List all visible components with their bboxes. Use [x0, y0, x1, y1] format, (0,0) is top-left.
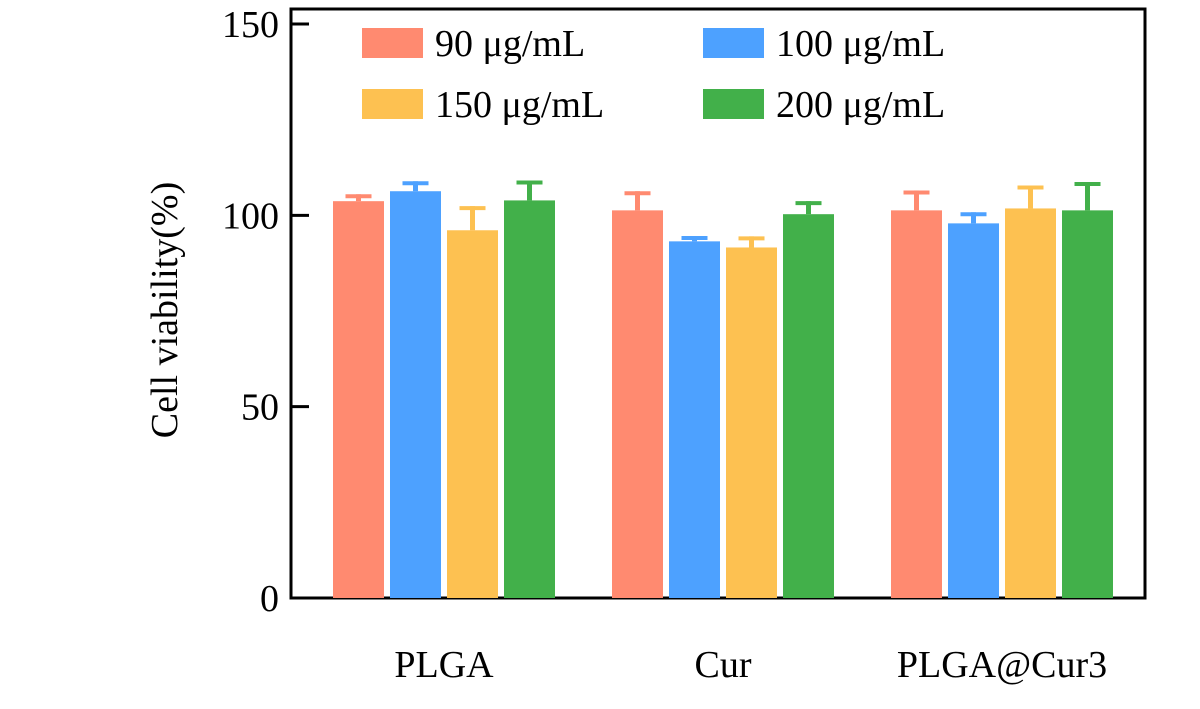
y-tick-label: 50: [241, 387, 279, 429]
bar: [783, 214, 834, 598]
bar: [447, 230, 498, 599]
bar: [612, 210, 663, 598]
bar: [504, 200, 555, 598]
bar-group-plga-cur3: [891, 182, 1113, 599]
x-category-label: PLGA: [394, 644, 494, 686]
bar: [891, 210, 942, 598]
legend-item: 100 μg/mL: [703, 23, 945, 65]
bar: [669, 241, 720, 598]
y-tick-label: 100: [222, 195, 279, 237]
legend-label: 100 μg/mL: [776, 23, 945, 65]
legend-swatch: [362, 89, 423, 119]
y-tick-label: 150: [222, 4, 279, 46]
bar: [948, 223, 999, 599]
x-category-label: Cur: [695, 644, 752, 686]
bar: [333, 201, 384, 598]
legend-item: 200 μg/mL: [703, 84, 945, 126]
bar-group-cur: [612, 191, 834, 598]
legend-item: 90 μg/mL: [362, 23, 585, 65]
y-axis: 0 50 100 150: [222, 4, 309, 620]
bar: [726, 247, 777, 598]
legend-label: 90 μg/mL: [435, 23, 585, 65]
x-category-label: PLGA@Cur3: [897, 644, 1107, 686]
bar: [1062, 210, 1113, 598]
x-axis: PLGA Cur PLGA@Cur3: [394, 644, 1107, 686]
bar-group-plga: [333, 180, 555, 599]
legend-item: 150 μg/mL: [362, 84, 604, 126]
bars-layer: [333, 180, 1113, 599]
legend-swatch: [362, 28, 423, 58]
legend-label: 200 μg/mL: [776, 84, 945, 126]
y-axis-title: Cell viability(%): [144, 182, 186, 438]
y-tick-label: 0: [260, 578, 279, 620]
legend: 90 μg/mL 100 μg/mL 150 μg/mL 200 μg/mL: [362, 23, 945, 126]
bar: [1005, 208, 1056, 599]
bar: [390, 191, 441, 598]
legend-label: 150 μg/mL: [435, 84, 604, 126]
legend-swatch: [703, 89, 764, 119]
legend-swatch: [703, 28, 764, 58]
